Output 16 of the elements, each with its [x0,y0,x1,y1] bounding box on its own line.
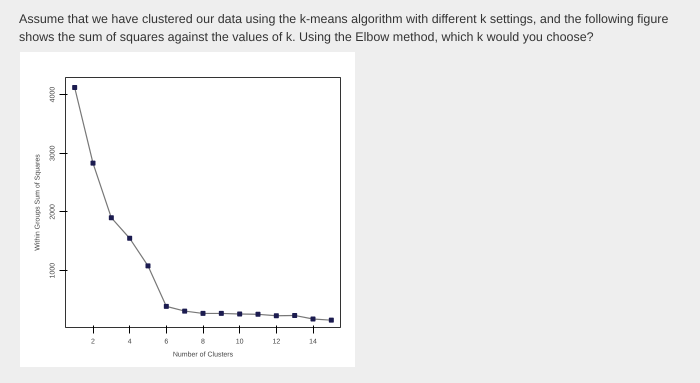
point [164,304,169,309]
point [328,317,334,322]
point [256,311,260,316]
point [200,310,206,316]
point [108,214,114,220]
point [292,312,298,318]
point [218,310,224,316]
point [182,308,188,314]
point [72,84,78,90]
chart-title: Assume that we have clustered our data using the k-means algorithm with different k settings, and the following figure shows the sum of squares against the values of k. Using the Elbow method, which k would you choose? [19,11,670,46]
point [90,160,96,166]
point [237,311,242,316]
point [127,235,132,240]
point [310,316,316,322]
point [274,312,279,318]
point [146,263,150,268]
